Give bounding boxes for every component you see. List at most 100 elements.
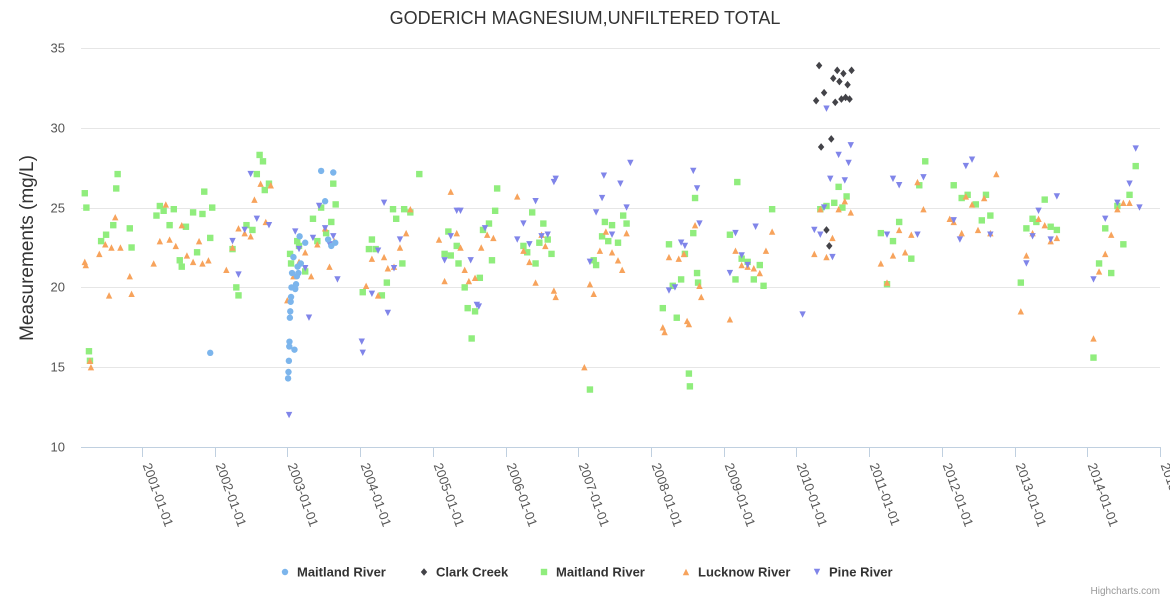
data-point[interactable] — [908, 255, 915, 262]
data-point[interactable] — [305, 314, 313, 321]
data-point[interactable] — [156, 237, 164, 245]
data-point[interactable] — [485, 220, 493, 227]
data-point[interactable] — [845, 159, 852, 167]
data-point[interactable] — [241, 226, 248, 234]
data-point[interactable] — [81, 190, 88, 197]
data-point[interactable] — [889, 237, 897, 245]
data-point[interactable] — [1095, 268, 1103, 275]
data-point[interactable] — [1047, 223, 1054, 230]
data-point[interactable] — [102, 241, 109, 248]
data-point[interactable] — [681, 242, 689, 250]
data-point[interactable] — [193, 249, 201, 256]
data-point[interactable] — [732, 276, 739, 283]
data-point[interactable] — [618, 266, 626, 274]
data-point[interactable] — [328, 218, 335, 226]
data-point[interactable] — [841, 198, 849, 205]
data-point[interactable] — [229, 237, 236, 245]
data-point[interactable] — [441, 250, 448, 258]
data-point[interactable] — [831, 199, 838, 207]
data-point[interactable] — [290, 253, 297, 261]
data-point[interactable] — [596, 247, 604, 254]
data-point[interactable] — [87, 364, 95, 371]
data-point[interactable] — [691, 221, 699, 229]
data-point[interactable] — [698, 293, 705, 301]
data-point[interactable] — [768, 205, 776, 213]
data-point[interactable] — [82, 261, 89, 269]
data-point[interactable] — [826, 242, 833, 250]
data-point[interactable] — [85, 348, 93, 355]
data-point[interactable] — [249, 226, 256, 234]
data-point[interactable] — [836, 77, 843, 86]
data-point[interactable] — [287, 293, 295, 301]
data-point[interactable] — [908, 231, 915, 238]
data-point[interactable] — [843, 193, 850, 200]
data-point[interactable] — [162, 201, 170, 208]
data-point[interactable] — [835, 183, 842, 191]
data-point[interactable] — [968, 201, 976, 208]
data-point[interactable] — [1090, 335, 1097, 342]
data-point[interactable] — [835, 205, 842, 213]
data-point[interactable] — [97, 237, 105, 245]
data-point[interactable] — [1108, 231, 1115, 238]
data-point[interactable] — [901, 249, 909, 256]
data-point[interactable] — [526, 241, 533, 248]
data-point[interactable] — [297, 260, 305, 267]
legend-item[interactable]: Maitland River — [540, 565, 645, 580]
data-point[interactable] — [309, 215, 317, 222]
data-point[interactable] — [330, 180, 337, 187]
data-point[interactable] — [914, 178, 921, 186]
data-point[interactable] — [623, 220, 630, 227]
data-point[interactable] — [978, 217, 985, 224]
data-point[interactable] — [261, 186, 268, 194]
data-point[interactable] — [744, 261, 751, 269]
data-point[interactable] — [447, 188, 454, 195]
data-point[interactable] — [150, 260, 157, 267]
data-point[interactable] — [380, 253, 388, 261]
data-point[interactable] — [883, 231, 891, 238]
data-point[interactable] — [950, 182, 957, 189]
data-point[interactable] — [400, 205, 408, 213]
legend-item[interactable]: Pine River — [813, 565, 893, 580]
data-point[interactable] — [538, 233, 545, 240]
data-point[interactable] — [520, 220, 527, 227]
data-point[interactable] — [182, 223, 190, 230]
data-point[interactable] — [540, 220, 547, 227]
data-point[interactable] — [528, 209, 536, 216]
data-point[interactable] — [889, 175, 897, 183]
data-point[interactable] — [389, 205, 397, 213]
data-point[interactable] — [1095, 260, 1103, 267]
data-point[interactable] — [832, 98, 839, 107]
data-point[interactable] — [166, 221, 173, 229]
data-point[interactable] — [514, 193, 521, 200]
data-point[interactable] — [823, 105, 830, 112]
data-point[interactable] — [1053, 193, 1061, 200]
data-point[interactable] — [488, 257, 496, 264]
data-point[interactable] — [605, 237, 612, 245]
data-point[interactable] — [288, 269, 296, 277]
data-point[interactable] — [286, 314, 294, 321]
data-point[interactable] — [617, 180, 624, 187]
data-point[interactable] — [815, 61, 823, 70]
data-point[interactable] — [209, 204, 216, 211]
data-point[interactable] — [614, 239, 622, 246]
data-point[interactable] — [368, 236, 376, 243]
data-point[interactable] — [968, 156, 976, 163]
data-point[interactable] — [490, 234, 497, 242]
data-point[interactable] — [199, 260, 206, 267]
data-point[interactable] — [987, 212, 994, 219]
data-point[interactable] — [1041, 196, 1048, 203]
data-point[interactable] — [189, 258, 197, 266]
data-point[interactable] — [950, 217, 957, 224]
data-point[interactable] — [877, 229, 885, 237]
data-point[interactable] — [1102, 225, 1109, 232]
data-point[interactable] — [958, 194, 965, 202]
data-point[interactable] — [317, 167, 325, 175]
data-point[interactable] — [253, 170, 261, 178]
data-point[interactable] — [1047, 236, 1054, 243]
data-point[interactable] — [840, 69, 847, 78]
data-point[interactable] — [321, 225, 329, 232]
data-point[interactable] — [817, 143, 825, 151]
data-point[interactable] — [1017, 308, 1025, 315]
data-point[interactable] — [799, 311, 806, 318]
data-point[interactable] — [235, 271, 242, 278]
